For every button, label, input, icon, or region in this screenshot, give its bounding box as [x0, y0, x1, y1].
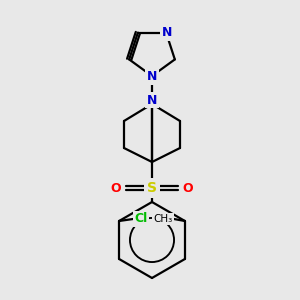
Text: S: S [147, 181, 157, 195]
Text: N: N [147, 70, 157, 83]
Text: Cl: Cl [134, 212, 148, 226]
Text: O: O [183, 182, 193, 194]
Text: N: N [147, 94, 157, 106]
Text: O: O [111, 182, 121, 194]
Text: CH₃: CH₃ [153, 214, 172, 224]
Text: N: N [162, 26, 172, 39]
